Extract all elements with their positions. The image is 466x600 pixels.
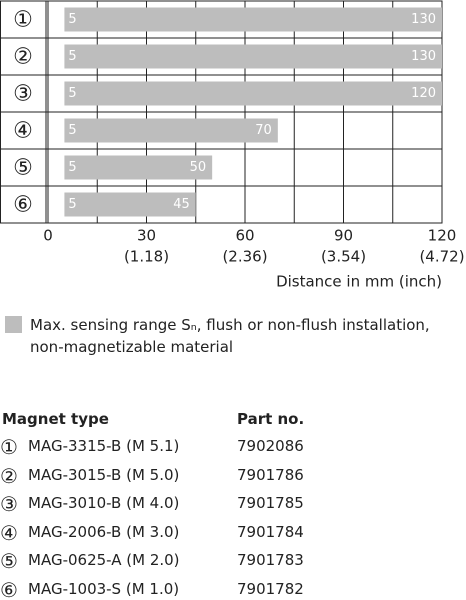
range-bar (64, 44, 442, 69)
row-marker: ④ (0, 520, 18, 545)
category-label: ⑤ (13, 156, 33, 181)
part-number: 7901783 (237, 551, 304, 569)
range-bar (64, 7, 442, 32)
bar-start-label: 5 (68, 197, 76, 212)
bar-end-label: 50 (190, 160, 207, 175)
magnet-type: MAG-2006-B (M 3.0) (28, 522, 180, 541)
range-bar (64, 81, 442, 106)
column-header: Magnet type (2, 410, 109, 428)
x-tick-label: 0 (43, 227, 53, 245)
x-tick-inch-label: (3.54) (321, 248, 366, 266)
bar-end-label: 70 (255, 123, 272, 138)
x-tick-inch-label: (1.18) (124, 248, 169, 266)
part-number: 7901785 (237, 494, 304, 512)
bar-start-label: 5 (68, 12, 76, 27)
legend-swatch (5, 316, 22, 333)
legend-label: Max. sensing range Sₙ, flush or non-flus… (30, 316, 430, 356)
category-label: ⑥ (13, 193, 33, 218)
magnet-type: MAG-0625-A (M 2.0) (28, 551, 180, 569)
bar-end-label: 120 (411, 86, 436, 101)
x-tick-label: 120 (428, 227, 457, 245)
x-axis-label: Distance in mm (inch) (276, 273, 442, 291)
category-label: ③ (13, 82, 33, 107)
row-marker: ② (0, 463, 18, 488)
magnet-type: MAG-3015-B (M 5.0) (28, 465, 180, 484)
bar-start-label: 5 (68, 123, 76, 138)
bar-start-label: 5 (68, 86, 76, 101)
category-label: ④ (13, 119, 33, 144)
bar-end-label: 130 (411, 12, 436, 27)
row-marker: ⑤ (0, 549, 18, 573)
x-tick-label: 60 (235, 227, 254, 245)
bar-start-label: 5 (68, 49, 76, 64)
x-tick-inch-label: (4.72) (419, 248, 464, 266)
bar-start-label: 5 (68, 160, 76, 175)
range-bar (64, 118, 278, 143)
column-header: Part no. (237, 410, 305, 428)
magnet-type: MAG-1003-S (M 1.0) (28, 579, 180, 598)
magnet-type: MAG-3315-B (M 5.1) (28, 437, 180, 455)
row-marker: ③ (0, 492, 18, 516)
range-bar (64, 155, 213, 180)
category-label: ① (13, 8, 33, 33)
part-number: 7901786 (237, 465, 304, 484)
range-bar (64, 192, 196, 217)
x-tick-label: 90 (334, 227, 353, 245)
chart: 0 30 (1.18) 60 (2.36) 90 (3.54) 120 (4.72) ① 5 130 ②… (0, 0, 465, 291)
row-marker: ① (0, 435, 18, 459)
x-tick-inch-label: (2.36) (222, 248, 267, 266)
category-label: ② (13, 45, 33, 70)
x-tick-label: 30 (137, 227, 156, 245)
part-number: 7901784 (237, 522, 304, 541)
bar-end-label: 130 (411, 49, 436, 64)
part-number: 7901782 (237, 579, 304, 598)
row-marker: ⑥ (0, 577, 18, 600)
magnet-type: MAG-3010-B (M 4.0) (28, 494, 180, 512)
bar-end-label: 45 (173, 197, 190, 212)
part-number: 7902086 (237, 437, 304, 455)
